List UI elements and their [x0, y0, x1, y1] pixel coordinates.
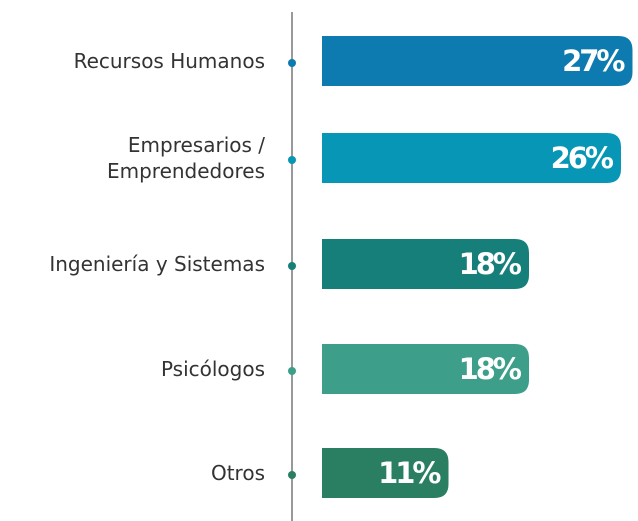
category-label: Ingeniería y Sistemas [49, 252, 265, 276]
value-label: 27% [562, 44, 625, 78]
value-label: 18% [459, 247, 522, 281]
bar [322, 344, 529, 394]
value-label: 11% [378, 456, 441, 490]
tick-dot [288, 59, 296, 67]
bar [322, 448, 449, 498]
category-label: Psicólogos [160, 357, 265, 381]
category-label: Recursos Humanos [73, 49, 265, 73]
tick-dot [288, 367, 296, 375]
bar [322, 239, 529, 289]
category-label: Otros [210, 461, 265, 485]
value-label: 26% [551, 141, 614, 175]
tick-dot [288, 262, 296, 270]
value-label: 18% [459, 352, 522, 386]
bar [322, 133, 621, 183]
bar [322, 36, 633, 86]
tick-dot [288, 156, 296, 164]
category-label: Empresarios / Emprendedores [106, 133, 265, 183]
tick-dot [288, 471, 296, 479]
